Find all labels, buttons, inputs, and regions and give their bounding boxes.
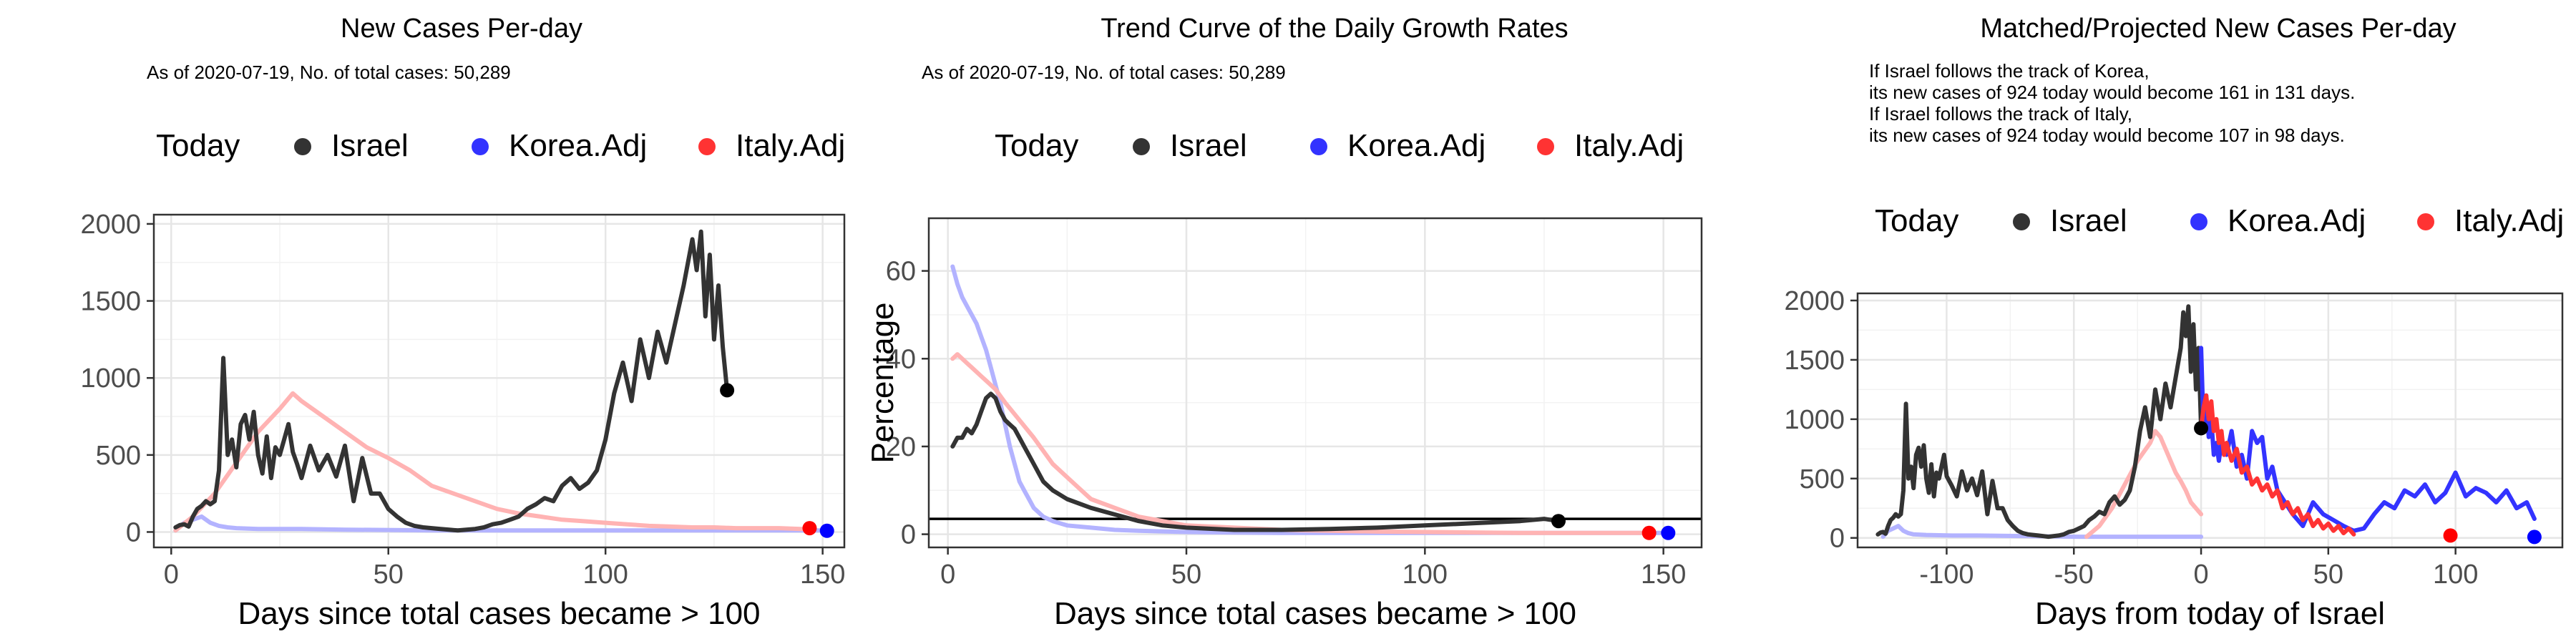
series-line-italy-adj <box>2199 393 2356 537</box>
series-line-italy-adj-faded <box>950 352 1652 535</box>
y-tick-label: 0 <box>1830 524 1845 554</box>
y-tick-label: 1000 <box>80 364 141 394</box>
plot-border <box>927 217 1703 549</box>
y-tick-label: 2000 <box>80 210 141 240</box>
x-tick-label: 0 <box>940 560 955 590</box>
legend-label: Korea.Adj <box>2228 203 2366 238</box>
gridlines <box>1858 293 2562 547</box>
endpoint-israel <box>1551 514 1566 529</box>
legend-key-israel <box>2013 213 2030 230</box>
chart-subtitle: As of 2020-07-19, No. of total cases: 50… <box>147 62 511 83</box>
series-line-korea-adj-faded <box>1880 524 2204 540</box>
legend-key-korea-adj <box>1310 138 1327 155</box>
x-axis-title: Days since total cases became > 100 <box>1054 596 1576 631</box>
x-axis-title: Days from today of Israel <box>2035 596 2385 631</box>
legend-title: Today <box>1875 203 1958 238</box>
legend-label: Israel <box>331 128 409 163</box>
legend-label: Israel <box>2050 203 2127 238</box>
x-tick-label: 50 <box>1171 560 1201 590</box>
y-tick-label: 60 <box>886 257 916 287</box>
series-lines <box>173 229 825 533</box>
legend-label: Israel <box>1170 128 1247 163</box>
x-tick-label: 0 <box>2193 560 2208 590</box>
endpoint-israel <box>2194 421 2209 436</box>
gridlines <box>929 218 1702 547</box>
legend: Today Israel Korea.Adj Italy.Adj <box>995 128 1684 163</box>
y-tick-label: 2000 <box>1784 286 1845 316</box>
endpoint-korea-adj <box>819 523 834 538</box>
endpoint-korea-adj <box>2527 530 2542 545</box>
annotation-line: its new cases of 924 today would become … <box>1869 125 2345 146</box>
series-lines <box>929 264 1702 535</box>
chart-subtitle: As of 2020-07-19, No. of total cases: 50… <box>922 62 1286 83</box>
legend-key-italy-adj <box>2417 213 2434 230</box>
legend-label: Italy.Adj <box>736 128 845 163</box>
x-tick-label: 100 <box>2433 560 2478 590</box>
endpoint-italy-adj <box>1641 525 1657 540</box>
series-line-israel <box>950 391 1561 532</box>
legend-label: Italy.Adj <box>2454 203 2564 238</box>
y-tick-label: 0 <box>901 520 916 550</box>
x-tick-label: 50 <box>374 560 404 590</box>
x-tick-label: 100 <box>1402 560 1448 590</box>
chart-panel-2: Trend Curve of the Daily Growth Rates As … <box>865 14 1703 631</box>
endpoint-italy-adj <box>2443 528 2458 543</box>
plot-border <box>1856 292 2564 549</box>
legend-key-korea-adj <box>2190 213 2207 230</box>
x-tick-label: 50 <box>2313 560 2343 590</box>
y-tick-label: 40 <box>886 344 916 374</box>
endpoint-korea-adj <box>1661 525 1676 540</box>
y-tick-label: 1000 <box>1784 405 1845 435</box>
annotation-line: If Israel follows the track of Italy, <box>1869 103 2132 125</box>
legend-key-israel <box>294 138 311 155</box>
legend-key-italy-adj <box>1537 138 1554 155</box>
y-tick-label: 500 <box>96 441 141 471</box>
legend-label: Korea.Adj <box>1347 128 1485 163</box>
x-axis-title: Days since total cases became > 100 <box>238 596 760 631</box>
annotation-line: its new cases of 924 today would become … <box>1869 82 2355 103</box>
endpoint-italy-adj <box>802 521 817 536</box>
x-tick-label: -100 <box>1919 560 1974 590</box>
legend-key-korea-adj <box>472 138 489 155</box>
legend-title: Today <box>995 128 1078 163</box>
legend-label: Korea.Adj <box>509 128 647 163</box>
chart-title: Trend Curve of the Daily Growth Rates <box>1101 14 1568 44</box>
endpoint-israel <box>720 383 735 398</box>
chart-panel-1: New Cases Per-day As of 2020-07-19, No. o… <box>80 14 845 631</box>
legend: Today Israel Korea.Adj Italy.Adj <box>1875 203 2564 238</box>
plot-area <box>929 218 1702 547</box>
plot-area <box>154 215 844 547</box>
x-tick-label: 100 <box>582 560 628 590</box>
legend: Today Israel Korea.Adj Italy.Adj <box>156 128 845 163</box>
annotation-line: If Israel follows the track of Korea, <box>1869 60 2150 82</box>
series-line-italy-adj-faded <box>2084 429 2204 540</box>
y-axis-title: Percentage <box>865 302 900 463</box>
chart-panel-3: Matched/Projected New Cases Per-day If Is… <box>1784 14 2564 631</box>
legend-label: Italy.Adj <box>1574 128 1684 163</box>
x-tick-label: -50 <box>2054 560 2094 590</box>
gridlines <box>154 215 844 547</box>
series-line-korea-adj-faded <box>173 514 825 533</box>
legend-key-israel <box>1133 138 1150 155</box>
x-tick-label: 150 <box>1641 560 1686 590</box>
series-line-israel <box>1875 304 2204 540</box>
plot-border <box>152 213 846 549</box>
y-tick-label: 20 <box>886 432 916 462</box>
series-line-israel <box>173 229 730 533</box>
x-tick-label: 0 <box>164 560 179 590</box>
y-tick-label: 1500 <box>1784 346 1845 376</box>
x-tick-label: 150 <box>800 560 845 590</box>
legend-key-italy-adj <box>698 138 716 155</box>
series-lines <box>1875 304 2537 540</box>
chart-title: New Cases Per-day <box>341 14 582 44</box>
y-tick-label: 0 <box>126 517 141 547</box>
y-tick-label: 1500 <box>80 287 141 317</box>
y-tick-label: 500 <box>1800 464 1845 494</box>
legend-title: Today <box>156 128 240 163</box>
chart-title: Matched/Projected New Cases Per-day <box>1980 14 2456 44</box>
series-line-italy-adj-faded <box>173 391 812 533</box>
